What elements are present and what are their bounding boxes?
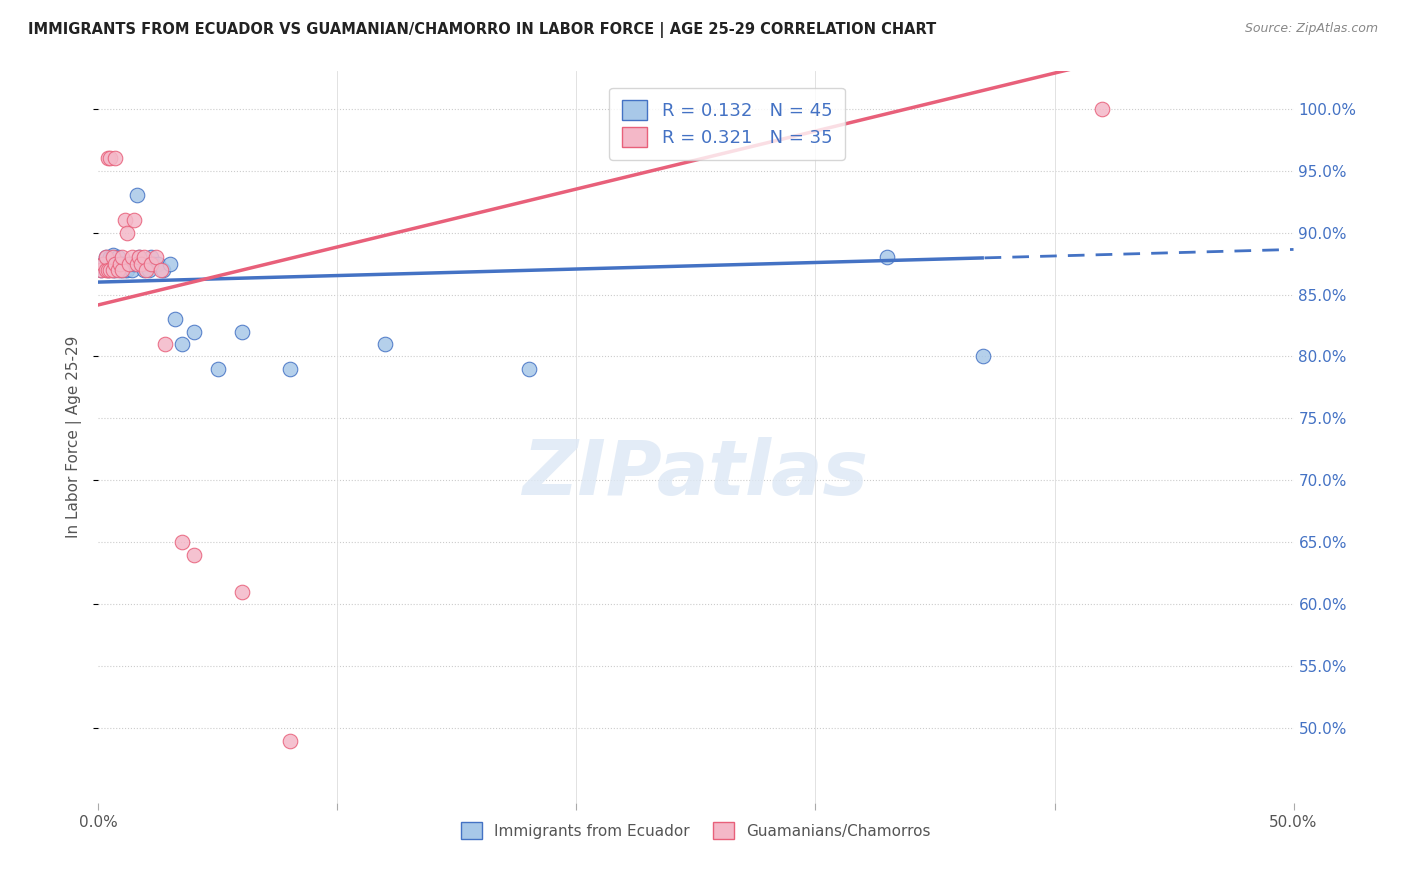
Point <box>111 262 134 277</box>
Point <box>94 262 117 277</box>
Point <box>91 256 114 270</box>
Point <box>517 362 540 376</box>
Text: ZIPatlas: ZIPatlas <box>523 437 869 510</box>
Point <box>108 256 131 270</box>
Point <box>207 362 229 376</box>
Point <box>125 256 148 270</box>
Point <box>121 250 143 264</box>
Point <box>152 262 174 277</box>
Point <box>131 256 153 270</box>
Point <box>107 262 129 277</box>
Point <box>104 256 127 270</box>
Point <box>94 250 117 264</box>
Point <box>121 262 143 277</box>
Point <box>145 250 167 264</box>
Point <box>114 256 136 270</box>
Point <box>374 337 396 351</box>
Point <box>135 256 157 270</box>
Point <box>94 250 117 264</box>
Point <box>111 262 134 277</box>
Point <box>98 262 122 277</box>
Point <box>183 325 205 339</box>
Point <box>104 151 127 165</box>
Point <box>115 226 138 240</box>
Point <box>111 250 134 264</box>
Legend: Immigrants from Ecuador, Guamanians/Chamorros: Immigrants from Ecuador, Guamanians/Cham… <box>453 814 939 847</box>
Point <box>278 734 301 748</box>
Point <box>142 256 165 270</box>
Point <box>172 337 194 351</box>
Point <box>231 585 253 599</box>
Point <box>1091 102 1114 116</box>
Point <box>90 262 112 277</box>
Point <box>97 262 120 277</box>
Point <box>115 256 138 270</box>
Point <box>107 250 129 264</box>
Point <box>159 256 181 270</box>
Point <box>104 262 127 277</box>
Point <box>97 151 120 165</box>
Point <box>139 250 162 264</box>
Point <box>98 151 122 165</box>
Point <box>135 262 157 277</box>
Point <box>97 262 120 277</box>
Point <box>115 262 138 277</box>
Point <box>108 262 131 277</box>
Point <box>101 262 124 277</box>
Point <box>101 262 124 277</box>
Point <box>108 256 131 270</box>
Point <box>101 250 124 264</box>
Point <box>125 188 148 202</box>
Point <box>278 362 301 376</box>
Text: Source: ZipAtlas.com: Source: ZipAtlas.com <box>1244 22 1378 36</box>
Point <box>149 262 172 277</box>
Point <box>131 256 153 270</box>
Point <box>138 262 160 277</box>
Point <box>90 262 112 277</box>
Point <box>111 256 134 270</box>
Point <box>114 213 136 227</box>
Point <box>97 256 120 270</box>
Point <box>91 256 114 270</box>
Point <box>231 325 253 339</box>
Point <box>972 350 994 364</box>
Point <box>172 535 194 549</box>
Text: IMMIGRANTS FROM ECUADOR VS GUAMANIAN/CHAMORRO IN LABOR FORCE | AGE 25-29 CORRELA: IMMIGRANTS FROM ECUADOR VS GUAMANIAN/CHA… <box>28 22 936 38</box>
Point <box>163 312 186 326</box>
Point <box>139 256 162 270</box>
Point <box>876 250 898 264</box>
Point <box>98 250 122 264</box>
Point <box>155 337 177 351</box>
Point <box>132 250 155 264</box>
Point <box>132 262 155 277</box>
Point <box>104 256 127 270</box>
Point <box>107 256 129 270</box>
Y-axis label: In Labor Force | Age 25-29: In Labor Force | Age 25-29 <box>66 336 83 538</box>
Point <box>148 256 170 270</box>
Point <box>128 250 150 264</box>
Point <box>124 256 146 270</box>
Point <box>98 256 122 270</box>
Point <box>118 256 141 270</box>
Point <box>101 248 124 262</box>
Point <box>128 250 150 264</box>
Point <box>118 256 141 270</box>
Point <box>124 213 146 227</box>
Point <box>114 262 136 277</box>
Point <box>183 548 205 562</box>
